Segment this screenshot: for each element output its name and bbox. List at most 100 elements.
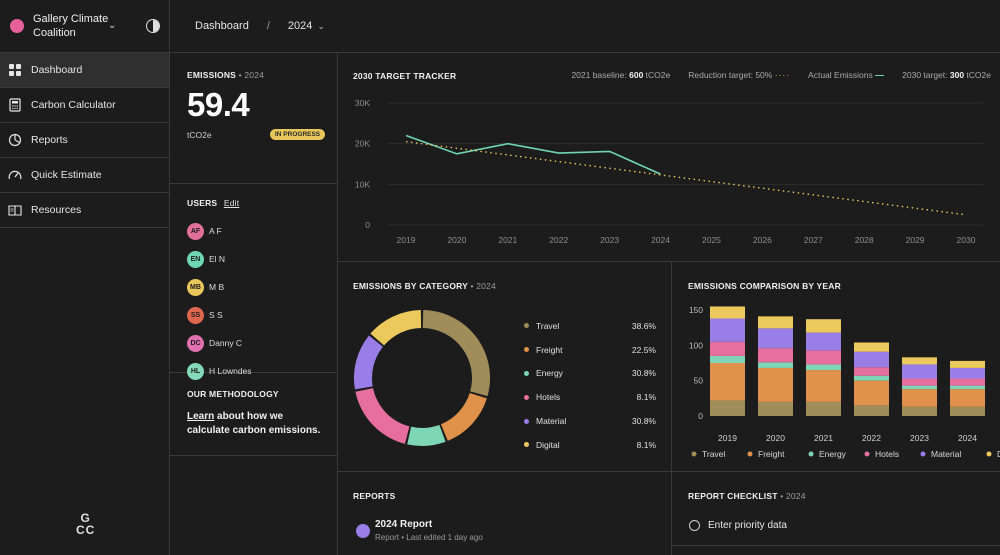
user-item[interactable]: AF A F <box>187 217 337 245</box>
bar-segment-travel <box>950 406 985 416</box>
tracker-title: 2030 TARGET TRACKER <box>353 71 457 81</box>
user-item[interactable]: SS S S <box>187 301 337 329</box>
donut-slice-hotels <box>355 388 410 444</box>
checkbox-circle-icon[interactable] <box>689 520 700 531</box>
edit-users-link[interactable]: Edit <box>223 198 240 208</box>
donut-slice-material <box>354 335 383 390</box>
bar-segment-travel <box>758 401 793 416</box>
checklist-title: REPORT CHECKLIST <box>688 491 778 501</box>
bar-segment-digital <box>710 306 745 319</box>
user-item[interactable]: DC Danny C <box>187 329 337 357</box>
bar-segment-travel <box>854 405 889 416</box>
category-name: Energy <box>536 368 563 379</box>
legend-dot <box>524 370 529 376</box>
nav-label: Quick Estimate <box>31 169 102 181</box>
user-avatar: SS <box>187 306 204 324</box>
report-meta: Report • Last edited 1 day ago <box>375 533 483 542</box>
bar-segment-energy <box>806 364 841 371</box>
x-tick-label: 2022 <box>862 433 881 443</box>
y-tick-label: 0 <box>698 411 703 421</box>
bar-segment-digital <box>758 316 793 329</box>
emissions-year: • 2024 <box>238 70 265 80</box>
org-color-dot <box>10 19 24 33</box>
bar-segment-freight <box>710 363 745 401</box>
donut-slice-digital <box>370 310 422 346</box>
category-legend-item: Energy 30.8% <box>524 362 656 386</box>
chevron-down-icon[interactable]: ⌄ <box>108 20 117 31</box>
dashboard-icon <box>9 64 21 76</box>
bar-segment-travel <box>902 406 937 416</box>
user-avatar: EN <box>187 250 204 268</box>
nav-quick-estimate[interactable]: Quick Estimate <box>0 158 169 193</box>
legend-dot <box>920 451 926 457</box>
users-section: USERS Edit AF A F EN El N MB M B SS S S DC Danny … <box>170 184 337 380</box>
user-name: A F <box>209 226 222 236</box>
bar-legend-label: Travel <box>702 449 725 459</box>
y-tick-label: 20K <box>355 139 370 149</box>
methodology-body: about how we calculate carbon emissions. <box>187 411 321 436</box>
category-title: EMISSIONS BY CATEGORY <box>353 281 468 291</box>
breadcrumb-dashboard[interactable]: Dashboard <box>195 20 249 32</box>
gauge-icon <box>8 170 22 180</box>
status-badge: IN PROGRESS <box>270 129 326 140</box>
user-name: H Lowndes <box>209 366 252 376</box>
x-tick-label: 2024 <box>958 433 977 443</box>
nav-resources[interactable]: Resources <box>0 193 169 228</box>
bar-legend-label: Digital <box>997 449 1000 459</box>
user-item[interactable]: HL H Lowndes <box>187 357 337 385</box>
y-tick-label: 50 <box>694 376 704 386</box>
x-tick-label: 2022 <box>549 235 568 245</box>
x-tick-label: 2020 <box>766 433 785 443</box>
bar-segment-hotels <box>758 348 793 363</box>
year-selector[interactable]: 2024 <box>287 20 313 32</box>
checklist-item-label: Enter priority data <box>708 520 787 531</box>
methodology-label: OUR METHODOLOGY <box>187 389 279 399</box>
legend-dot <box>808 451 814 457</box>
org-switcher[interactable]: Gallery Climate Coalition ⌄ <box>0 0 169 53</box>
bar-segment-energy <box>758 362 793 368</box>
bar-segment-travel <box>806 401 841 416</box>
user-list: AF A F EN El N MB M B SS S S DC Danny C HL H Lownde… <box>187 217 337 385</box>
bar-legend-label: Freight <box>758 449 785 459</box>
divider <box>672 545 1000 546</box>
tracker-legend: 2021 baseline: 600 tCO2e Reduction targe… <box>571 70 991 80</box>
emissions-value: 59.4 <box>187 86 250 123</box>
bar-segment-material <box>806 332 841 351</box>
bar-segment-hotels <box>902 378 937 386</box>
user-item[interactable]: EN El N <box>187 245 337 273</box>
nav-dashboard[interactable]: Dashboard <box>0 53 169 88</box>
category-legend-item: Digital 8.1% <box>524 433 656 457</box>
checklist-item[interactable]: Enter priority data <box>689 520 787 531</box>
theme-toggle-icon[interactable] <box>146 19 160 33</box>
header-breadcrumb: Dashboard / 2024 ⌄ <box>170 0 1000 53</box>
bar-segment-hotels <box>950 378 985 386</box>
category-name: Material <box>536 416 567 427</box>
methodology-section: OUR METHODOLOGY Learn about how we calcu… <box>170 373 337 456</box>
x-tick-label: 2023 <box>600 235 619 245</box>
emissions-unit: tCO2e <box>187 130 212 140</box>
category-percent: 8.1% <box>636 392 656 403</box>
legend-dot <box>524 347 529 353</box>
nav-carbon-calculator[interactable]: Carbon Calculator <box>0 88 169 123</box>
user-avatar: HL <box>187 362 204 380</box>
chevron-down-icon[interactable]: ⌄ <box>317 20 325 31</box>
gcc-logo: G CC <box>76 512 95 536</box>
report-checklist-panel: REPORT CHECKLIST • 2024 Enter priority d… <box>672 472 1000 555</box>
actual-emissions-line <box>405 134 661 175</box>
bar-segment-energy <box>950 385 985 390</box>
legend-dot <box>524 442 529 448</box>
report-icon <box>356 524 370 538</box>
category-name: Hotels <box>536 392 561 403</box>
baseline-legend: 2021 baseline: 600 tCO2e <box>571 70 671 80</box>
nav-reports[interactable]: Reports <box>0 123 169 158</box>
category-legend-item: Freight 22.5% <box>524 338 656 362</box>
report-link-2024[interactable]: 2024 Report <box>375 519 433 530</box>
category-legend-item: Hotels 8.1% <box>524 385 656 409</box>
user-item[interactable]: MB M B <box>187 273 337 301</box>
learn-link[interactable]: Learn <box>187 411 215 422</box>
emissions-summary: EMISSIONS • 2024 59.4 tCO2e IN PROGRESS <box>170 53 337 184</box>
info-column: EMISSIONS • 2024 59.4 tCO2e IN PROGRESS … <box>170 53 338 555</box>
y-tick-label: 30K <box>355 98 370 108</box>
emissions-caption: EMISSIONS • 2024 <box>187 70 337 80</box>
reports-panel: REPORTS 2024 Report Report • Last edited… <box>338 472 672 555</box>
